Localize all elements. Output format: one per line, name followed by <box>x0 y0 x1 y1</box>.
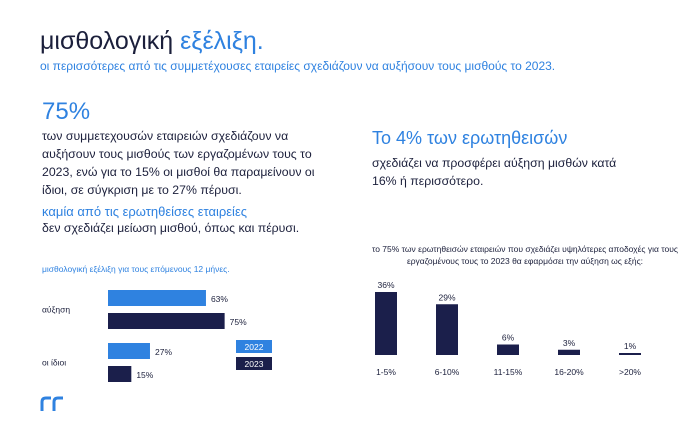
bar-value-label: 29% <box>438 292 455 302</box>
bar-value-label: 75% <box>230 317 247 327</box>
category-label: 11-15% <box>494 367 523 377</box>
legend-label: 2023 <box>245 359 264 369</box>
no-decrease-highlight: καμία από τις ερωτηθείσες εταιρείες <box>42 204 248 219</box>
category-label: 1-5% <box>376 367 396 377</box>
bar-value-label: 15% <box>136 370 153 380</box>
raise-distribution-vbar-chart: 36% 1-5% 29% 6-10% 6% 11-15% 3% 16-20% 1% >20% <box>375 280 641 377</box>
category-label: οι ίδιοι <box>42 358 66 368</box>
category-label: >20% <box>619 367 641 377</box>
bar-2022 <box>108 290 206 306</box>
bar-2023 <box>108 313 225 329</box>
bar-value-label: 27% <box>155 347 172 357</box>
bar-value-label: 6% <box>502 333 515 343</box>
legend-swatch-2023 <box>236 357 272 370</box>
bar-2022 <box>108 343 150 359</box>
bar <box>558 349 580 355</box>
bar <box>436 304 458 355</box>
bar <box>375 292 397 355</box>
stat-description: των συμμετεχουσών εταιρειών σχεδιάζουν ν… <box>42 129 315 197</box>
salary-evolution-hbar-chart: αύξηση 63% 75% οι ίδιοι 27% 15% 2022 2023 <box>42 290 272 382</box>
title-main: μισθολογική <box>40 27 174 55</box>
no-decrease-description: δεν σχεδιάζει μείωση μισθού, όπως και πέ… <box>42 221 300 235</box>
randstad-logo-icon <box>40 396 63 411</box>
category-label: 6-10% <box>435 367 460 377</box>
legend-swatch-2022 <box>236 340 272 353</box>
title-accent: εξέλιξη. <box>180 27 264 55</box>
hbar-chart-title: μισθολογική εξέλιξη για τους επόμενους 1… <box>42 264 230 274</box>
bar <box>619 353 641 355</box>
bar-2023 <box>108 366 132 382</box>
category-label: 16-20% <box>554 367 584 377</box>
stat-percent: 75% <box>42 98 91 125</box>
category-label: αύξηση <box>42 305 70 315</box>
page-title: μισθολογική εξέλιξη. <box>40 26 264 56</box>
page-subtitle: οι περισσότερες από τις συμμετέχουσες ετ… <box>40 59 556 73</box>
bar <box>497 344 519 355</box>
right-headline: Το 4% των ερωτηθεισών <box>372 128 568 148</box>
bar-value-label: 1% <box>624 341 637 351</box>
bar-value-label: 36% <box>377 280 394 290</box>
bar-value-label: 63% <box>211 294 228 304</box>
legend-label: 2022 <box>245 342 264 352</box>
bar-value-label: 3% <box>563 338 576 348</box>
vbar-chart-title: το 75% των ερωτηθεισών εταιρειών που σχε… <box>371 244 679 266</box>
right-description: σχεδιάζει να προσφέρει αύξηση μισθών κατ… <box>372 156 617 188</box>
